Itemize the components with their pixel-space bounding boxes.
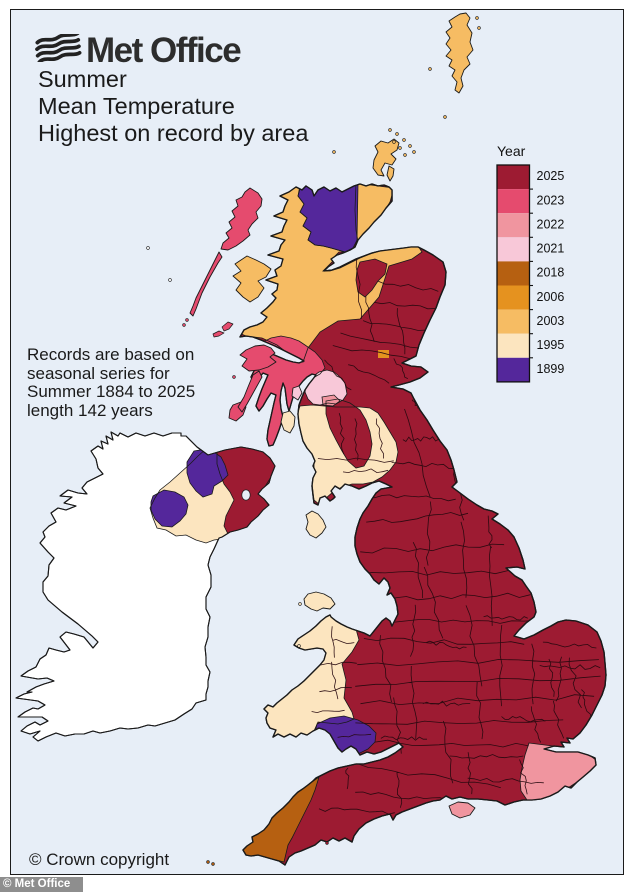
svg-text:1899: 1899 bbox=[537, 362, 565, 376]
svg-text:2023: 2023 bbox=[537, 193, 565, 207]
svg-text:2003: 2003 bbox=[537, 314, 565, 328]
svg-text:1995: 1995 bbox=[537, 338, 565, 352]
svg-text:2025: 2025 bbox=[537, 169, 565, 183]
svg-text:2018: 2018 bbox=[537, 266, 565, 280]
svg-text:2022: 2022 bbox=[537, 217, 565, 231]
svg-text:Year: Year bbox=[497, 143, 526, 159]
svg-text:2006: 2006 bbox=[537, 290, 565, 304]
svg-text:2021: 2021 bbox=[537, 242, 565, 256]
